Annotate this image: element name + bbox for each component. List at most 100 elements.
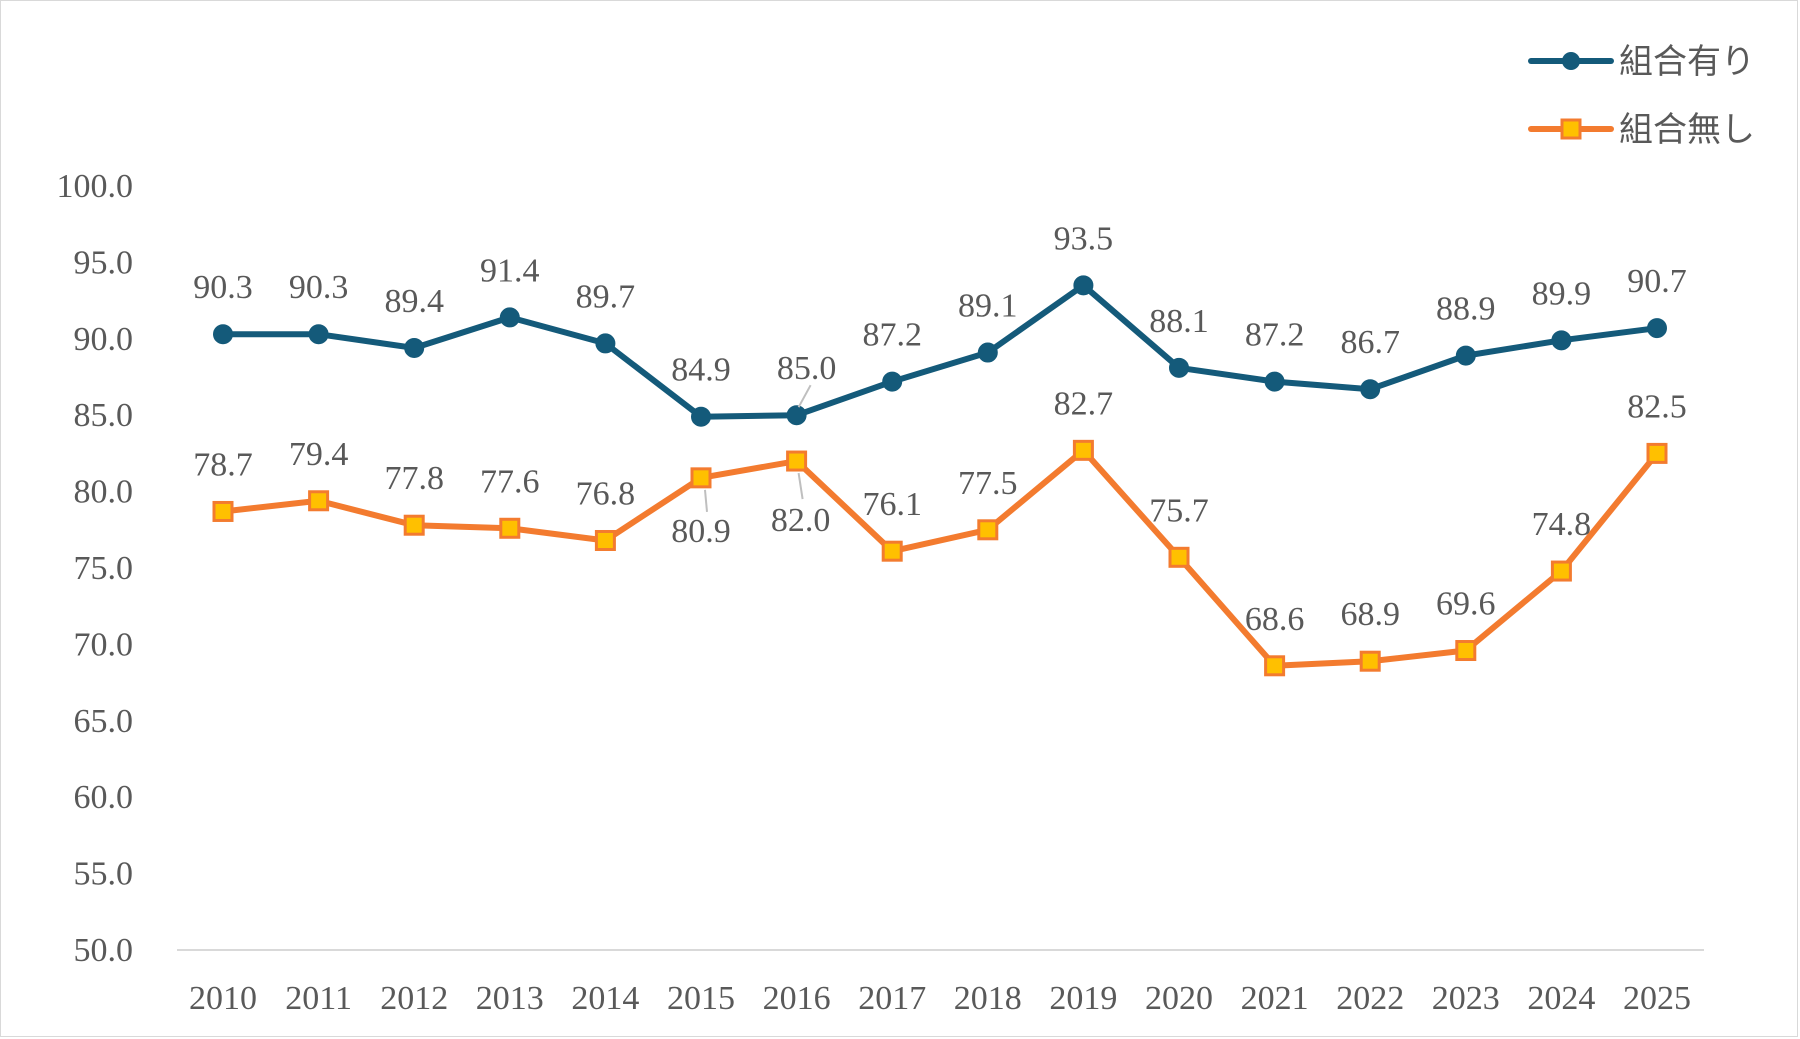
series-1-data-label: 87.2 — [1245, 317, 1305, 354]
series-2-data-label: 77.8 — [384, 460, 444, 497]
series-2-point — [1455, 640, 1477, 662]
legend-marker-square — [1560, 118, 1582, 140]
series-1-data-label: 85.0 — [777, 350, 837, 387]
series-1-data-label: 86.7 — [1340, 324, 1400, 361]
series-1-point — [882, 371, 903, 392]
y-tick-label: 75.0 — [74, 550, 134, 587]
x-tick-label: 2017 — [858, 980, 926, 1017]
legend-label-1: 組合有り — [1619, 42, 1755, 82]
series-2-data-label: 75.7 — [1149, 492, 1209, 529]
series-2-point — [977, 519, 999, 541]
series-1-point — [691, 406, 711, 427]
series-2-point — [212, 500, 234, 522]
series-2-point — [881, 540, 903, 562]
series-1-data-label: 93.5 — [1054, 220, 1114, 257]
series-line-1 — [220, 282, 1660, 420]
x-tick-label: 2023 — [1432, 980, 1500, 1017]
y-tick-label: 60.0 — [74, 779, 134, 816]
series-1-data-label: 91.4 — [480, 252, 540, 289]
series-line-2 — [220, 447, 1660, 669]
series-2-data-label: 76.8 — [576, 475, 636, 512]
series-2-point — [594, 529, 616, 551]
series-2-point — [1646, 442, 1668, 464]
series-1-point — [595, 333, 616, 354]
x-tick-label: 2015 — [667, 980, 735, 1017]
series-1-point — [308, 324, 329, 345]
series-1-data-label: 84.9 — [671, 352, 731, 389]
x-tick-label: 2016 — [763, 980, 831, 1017]
series-1-point — [977, 342, 998, 363]
series-1-point — [1455, 345, 1476, 366]
series-2-data-label: 68.6 — [1245, 601, 1305, 638]
series-1-point — [1551, 330, 1572, 351]
x-tick-label: 2024 — [1527, 980, 1595, 1017]
series-2-data-label: 82.0 — [771, 502, 831, 539]
series-2-point — [1264, 655, 1286, 677]
series-2-data-label: 77.5 — [958, 465, 1018, 502]
series-2-data-label: 79.4 — [289, 436, 349, 473]
y-tick-label: 50.0 — [74, 932, 134, 969]
series-2-point — [1359, 650, 1381, 672]
x-tick-label: 2020 — [1145, 980, 1213, 1017]
y-tick-label: 65.0 — [74, 703, 134, 740]
series-1-point — [1264, 371, 1285, 392]
series-1-point — [499, 307, 520, 328]
series-1-data-label: 89.7 — [576, 278, 636, 315]
legend-marker-circle — [1562, 52, 1580, 70]
label-leader-line — [797, 472, 804, 500]
series-1-point — [1360, 379, 1381, 400]
label-leader-line — [704, 489, 708, 512]
label-leader-line — [797, 384, 812, 408]
series-2-data-label: 76.1 — [862, 486, 922, 523]
x-tick-label: 2011 — [285, 980, 352, 1017]
series-1-data-label: 88.9 — [1436, 291, 1496, 328]
x-tick-label: 2012 — [380, 980, 448, 1017]
series-2-data-label: 82.7 — [1054, 385, 1114, 422]
y-tick-label: 55.0 — [74, 856, 134, 893]
series-1-point — [786, 405, 807, 426]
x-tick-label: 2018 — [954, 980, 1022, 1017]
x-tick-label: 2022 — [1336, 980, 1404, 1017]
x-tick-label: 2019 — [1049, 980, 1117, 1017]
series-1-data-label: 87.2 — [862, 317, 922, 354]
x-tick-label: 2013 — [476, 980, 544, 1017]
x-tick-label: 2010 — [189, 980, 257, 1017]
series-1-point — [404, 337, 425, 358]
series-2-point — [499, 517, 521, 539]
series-2-point — [1072, 439, 1094, 461]
series-2-point — [403, 514, 425, 536]
series-1-data-label: 88.1 — [1149, 303, 1209, 340]
series-2-data-label: 68.9 — [1340, 596, 1400, 633]
series-1-data-label: 89.1 — [958, 288, 1018, 325]
series-2-data-label: 78.7 — [193, 446, 253, 483]
series-2-data-label: 69.6 — [1436, 586, 1496, 623]
series-2-point — [690, 467, 712, 489]
y-tick-label: 70.0 — [74, 626, 134, 663]
series-2-data-label: 80.9 — [671, 513, 731, 550]
x-tick-label: 2025 — [1623, 980, 1691, 1017]
series-2-point — [1550, 560, 1572, 582]
series-2-point — [308, 490, 330, 512]
series-2-point — [786, 450, 808, 472]
y-tick-label: 80.0 — [74, 474, 134, 511]
series-1-point — [213, 324, 233, 345]
series-1-point — [1647, 318, 1667, 339]
x-tick-label: 2021 — [1241, 980, 1309, 1017]
legend-label-2: 組合無し — [1619, 110, 1755, 150]
series-1-data-label: 90.3 — [289, 269, 349, 306]
x-tick-label: 2014 — [571, 980, 639, 1017]
series-2-point — [1168, 546, 1190, 568]
y-tick-label: 90.0 — [74, 321, 134, 358]
y-tick-label: 100.0 — [57, 168, 134, 205]
series-2-data-label: 74.8 — [1532, 506, 1592, 543]
series-2-data-label: 77.6 — [480, 463, 540, 500]
series-1-data-label: 89.4 — [384, 283, 444, 320]
series-1-point — [1073, 275, 1094, 296]
series-1-data-label: 89.9 — [1532, 275, 1592, 312]
series-1-data-label: 90.7 — [1627, 263, 1687, 300]
series-1-data-label: 90.3 — [193, 269, 253, 306]
y-tick-label: 95.0 — [74, 244, 134, 281]
series-1-point — [1169, 357, 1189, 378]
